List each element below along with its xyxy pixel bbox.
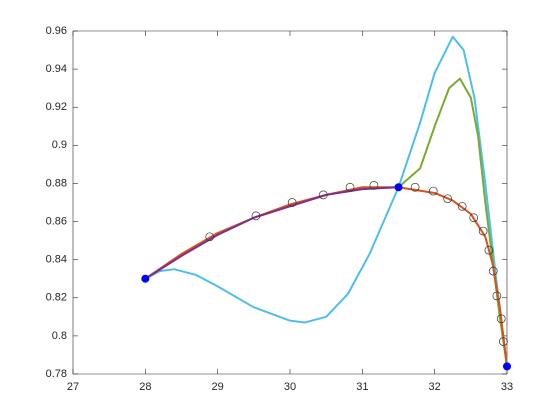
y-tick-label: 0.78	[46, 368, 67, 380]
marker	[394, 183, 403, 192]
marker	[492, 291, 502, 301]
y-tick-label: 0.82	[46, 292, 67, 304]
line	[144, 35, 508, 368]
x-tick-label: 28	[139, 381, 151, 393]
y-tick-label: 0.88	[46, 177, 67, 189]
marker	[428, 186, 438, 196]
line	[144, 186, 400, 280]
marker	[503, 362, 511, 371]
x-tick-label: 29	[212, 381, 224, 393]
x-tick-label: 33	[501, 381, 513, 393]
y-tick-label: 0.86	[46, 215, 67, 227]
marker	[251, 211, 261, 221]
marker	[457, 201, 467, 211]
marker	[141, 274, 150, 283]
y-tick-label: 0.8	[52, 330, 67, 342]
x-tick-label: 32	[429, 381, 441, 393]
marker	[318, 190, 328, 200]
marker	[443, 194, 453, 204]
x-tick-label: 30	[284, 381, 296, 393]
marker	[496, 314, 506, 324]
y-tick-label: 0.92	[46, 101, 67, 113]
marker	[469, 213, 479, 223]
y-tick-label: 0.94	[46, 63, 67, 75]
x-tick-label: 27	[67, 381, 79, 393]
marker	[287, 198, 297, 207]
marker	[499, 337, 508, 346]
marker	[484, 245, 494, 255]
marker	[478, 226, 488, 236]
y-tick-label: 0.84	[46, 254, 67, 266]
y-tick-label: 0.9	[52, 139, 67, 151]
marker	[369, 181, 379, 190]
marker	[205, 232, 215, 242]
y-tick-label: 0.96	[46, 25, 67, 37]
marker	[345, 182, 355, 192]
x-tick-label: 31	[356, 381, 368, 393]
marker	[488, 266, 498, 276]
marker	[410, 182, 420, 192]
